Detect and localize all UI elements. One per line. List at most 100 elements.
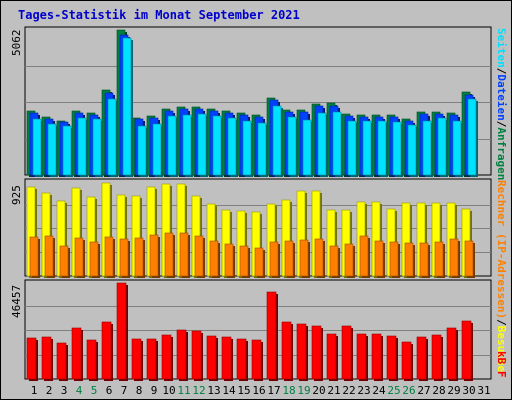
x-tick-label-day-19: 19 [297, 384, 310, 397]
bar-series-2-day-4 [74, 237, 84, 277]
x-tick-label-day-2: 2 [46, 384, 53, 397]
bar-seiten-day-3 [62, 125, 72, 176]
bar-seiten-day-1 [32, 118, 42, 176]
bar-seiten-day-9 [152, 123, 162, 176]
bar-series-2-day-2 [44, 235, 54, 277]
bar-seiten-day-10 [167, 115, 177, 176]
bar-kbytes-day-10 [161, 334, 172, 380]
bar-seiten-day-6 [107, 98, 117, 176]
bar-series-2-day-10 [164, 232, 174, 277]
x-tick-label-day-18: 18 [282, 384, 295, 397]
bar-seiten-day-18 [287, 116, 297, 176]
x-tick-label-day-24: 24 [372, 384, 386, 397]
bar-series-2-day-16 [254, 247, 264, 277]
bar-series-2-day-6 [104, 236, 114, 277]
bar-series-2-day-20 [314, 238, 324, 277]
bar-kbytes-day-5 [86, 339, 97, 380]
bar-series-2-day-24 [374, 240, 384, 277]
bar-series-2-day-12 [194, 235, 204, 277]
bar-seiten-day-8 [137, 125, 147, 176]
x-tick-label-day-15: 15 [237, 384, 250, 397]
bar-series-2-day-11 [179, 232, 189, 277]
bar-series-2-day-19 [299, 239, 309, 277]
x-tick-label-day-17: 17 [267, 384, 280, 397]
bar-series-2-day-13 [209, 240, 219, 277]
bar-kbytes-day-2 [41, 336, 52, 380]
bar-kbytes-day-17 [266, 291, 277, 380]
bar-kbytes-day-12 [191, 330, 202, 380]
middle-panel-legend: Rechner (IP-Adressen)/Besuche [495, 180, 508, 372]
x-tick-label-day-12: 12 [192, 384, 205, 397]
bar-seiten-day-12 [197, 113, 207, 176]
bar-series-2-day-18 [284, 240, 294, 277]
x-tick-label-day-31: 31 [477, 384, 490, 397]
bar-series-2-day-25 [389, 241, 399, 277]
bar-series-2-day-22 [344, 243, 354, 277]
x-tick-label-day-20: 20 [312, 384, 325, 397]
bar-kbytes-day-30 [461, 320, 472, 380]
bar-kbytes-day-11 [176, 329, 187, 380]
bar-series-2-day-30 [464, 240, 474, 277]
bar-kbytes-day-18 [281, 321, 292, 380]
bar-seiten-day-13 [212, 115, 222, 176]
x-tick-label-day-10: 10 [162, 384, 175, 397]
bar-seiten-day-11 [182, 114, 192, 176]
bar-kbytes-day-21 [326, 333, 337, 380]
x-tick-label-day-4: 4 [76, 384, 83, 397]
bar-seiten-day-20 [317, 112, 327, 176]
bar-seiten-day-4 [77, 117, 87, 176]
bar-seiten-day-24 [377, 120, 387, 176]
bar-kbytes-day-14 [221, 336, 232, 380]
bar-seiten-day-16 [257, 122, 267, 176]
x-tick-label-day-13: 13 [207, 384, 220, 397]
bar-seiten-day-25 [392, 121, 402, 176]
legend-anfragen: Seiten [495, 28, 508, 68]
legend-separator-3: / [495, 319, 508, 326]
bar-seiten-day-5 [92, 118, 102, 176]
bar-kbytes-day-16 [251, 339, 262, 380]
bar-seiten-day-23 [362, 120, 372, 176]
bar-seiten-day-22 [347, 120, 357, 176]
x-tick-label-day-28: 28 [432, 384, 445, 397]
top-panel-legend: Seiten/Dateien/Anfragen [495, 28, 508, 180]
bar-seiten-day-14 [227, 117, 237, 176]
x-tick-label-day-8: 8 [136, 384, 143, 397]
bar-series-2-day-9 [149, 234, 159, 277]
bar-seiten-day-15 [242, 120, 252, 176]
bar-kbytes-day-27 [416, 336, 427, 380]
legend-seiten: Anfragen [495, 127, 508, 181]
x-tick-label-day-25: 25 [387, 384, 400, 397]
legend-kbytes: kB F [495, 351, 508, 378]
bar-series-2-day-8 [134, 237, 144, 277]
bar-series-2-day-21 [329, 245, 339, 277]
bar-kbytes-day-23 [356, 333, 367, 380]
x-tick-label-day-26: 26 [402, 384, 415, 397]
bar-series-2-day-5 [89, 241, 99, 277]
x-tick-label-day-1: 1 [31, 384, 38, 397]
x-tick-label-day-9: 9 [151, 384, 158, 397]
bar-seiten-day-7 [122, 37, 132, 176]
x-tick-label-day-16: 16 [252, 384, 265, 397]
bar-kbytes-day-28 [431, 334, 442, 380]
middle-panel-max-label: 925 [10, 185, 23, 205]
bar-kbytes-day-15 [236, 338, 247, 380]
legend-dateien: Dateien [495, 74, 508, 121]
bar-kbytes-day-4 [71, 327, 82, 380]
x-tick-label-day-30: 30 [462, 384, 475, 397]
top-panel-max-label: 5062 [10, 29, 23, 57]
bar-seiten-day-30 [467, 98, 477, 176]
x-tick-label-day-7: 7 [121, 384, 128, 397]
bar-seiten-day-17 [272, 105, 282, 176]
x-tick-label-day-14: 14 [222, 384, 236, 397]
x-tick-label-day-29: 29 [447, 384, 460, 397]
bar-kbytes-day-24 [371, 333, 382, 380]
bar-seiten-day-21 [332, 111, 342, 176]
bar-seiten-day-2 [47, 123, 57, 176]
bar-series-2-day-15 [239, 245, 249, 277]
x-tick-label-day-11: 11 [177, 384, 190, 397]
bar-series-2-day-29 [449, 238, 459, 277]
bar-kbytes-day-22 [341, 325, 352, 380]
x-tick-label-day-23: 23 [357, 384, 370, 397]
bar-series-2-day-17 [269, 241, 279, 277]
